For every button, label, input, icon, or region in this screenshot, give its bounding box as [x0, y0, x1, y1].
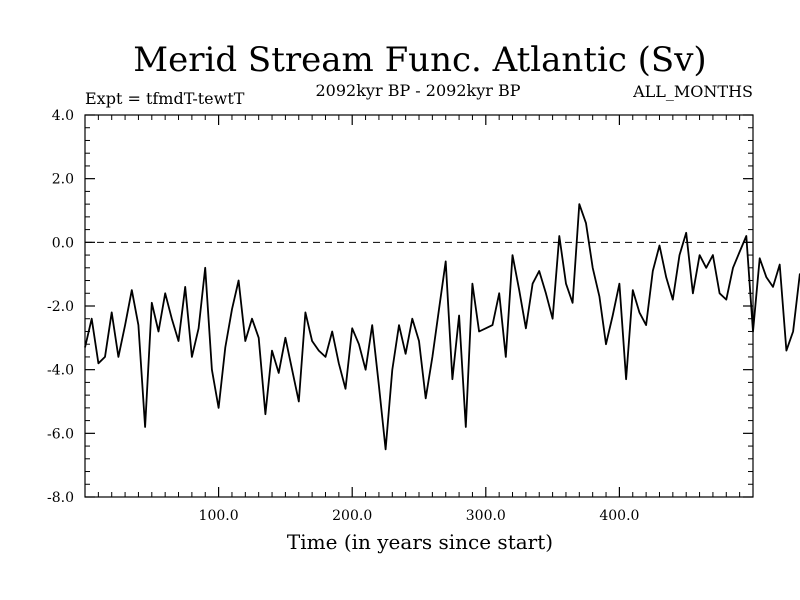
x-tick-label: 100.0: [199, 508, 239, 524]
subtitle-months: ALL_MONTHS: [632, 82, 753, 101]
x-tick-label: 200.0: [332, 508, 372, 524]
tick-labels: 100.0 200.0 300.0 400.0 4.0 2.0 0.0 -2.0 -4.0 -6.…: [47, 108, 639, 524]
data-series-line: [84, 203, 800, 451]
chart-title: Merid Stream Func. Atlantic (Sv): [133, 40, 706, 80]
x-tick-label: 300.0: [466, 508, 506, 524]
y-tick-label: -8.0: [47, 490, 74, 506]
y-tick-label: -4.0: [47, 363, 74, 379]
y-tick-label: -2.0: [47, 299, 74, 315]
x-axis-label: Time (in years since start): [287, 530, 553, 554]
x-tick-label: 400.0: [599, 508, 639, 524]
y-tick-label: -6.0: [47, 426, 74, 442]
subtitle-experiment: Expt = tfmdT-tewtT: [85, 89, 245, 108]
subtitle-period: 2092kyr BP - 2092kyr BP: [316, 81, 521, 100]
y-tick-label: 4.0: [52, 108, 74, 124]
y-tick-label: 2.0: [52, 172, 74, 188]
y-tick-label: 0.0: [52, 235, 74, 251]
major-ticks: [85, 114, 753, 498]
minor-ticks: [85, 115, 753, 497]
plot-frame: [84, 114, 754, 498]
